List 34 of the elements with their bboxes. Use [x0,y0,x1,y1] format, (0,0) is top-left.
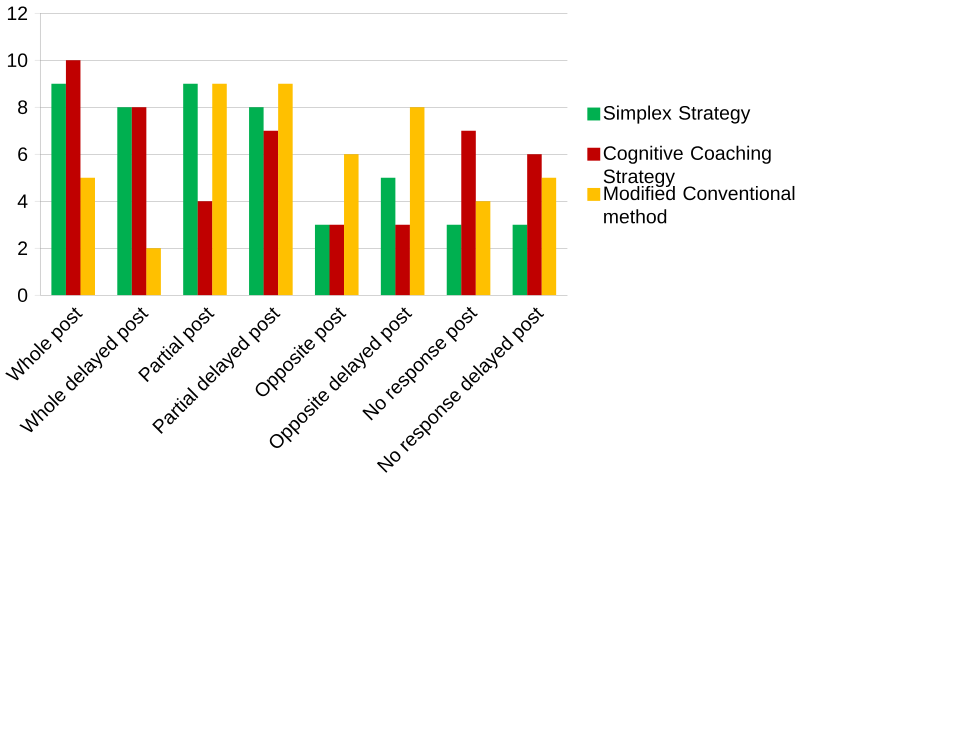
y-tick-label: 10 [8,53,28,67]
bar [314,224,330,296]
bar [66,60,80,296]
bar [132,107,146,296]
bar [542,178,556,296]
bar [380,178,396,296]
y-tick-label: 12 [8,6,28,20]
bar [461,130,476,296]
bar [410,107,424,296]
legend-label: Simplex Strategy [604,105,750,124]
bar [80,178,95,296]
bar [212,84,227,296]
bar [329,224,344,296]
y-tick-label: 4 [18,194,28,208]
bar [249,107,264,296]
legend-label: Cognitive Coaching Strategy [604,146,771,187]
y-tick-label: 2 [18,241,28,255]
bar [183,84,198,296]
bar [395,224,410,296]
bar [264,130,278,296]
y-tick-label: 6 [18,147,28,161]
legend-label: Modified Conventional method [604,186,794,224]
bar [476,201,490,296]
bar [344,154,359,296]
bar [117,107,132,296]
y-tick-label: 0 [18,288,28,302]
bar [527,154,542,296]
bar [278,84,293,296]
bar [51,84,66,296]
bar [446,224,462,296]
bar [198,201,212,296]
bar [512,224,528,296]
bar [146,248,161,296]
y-tick-label: 8 [18,100,28,114]
